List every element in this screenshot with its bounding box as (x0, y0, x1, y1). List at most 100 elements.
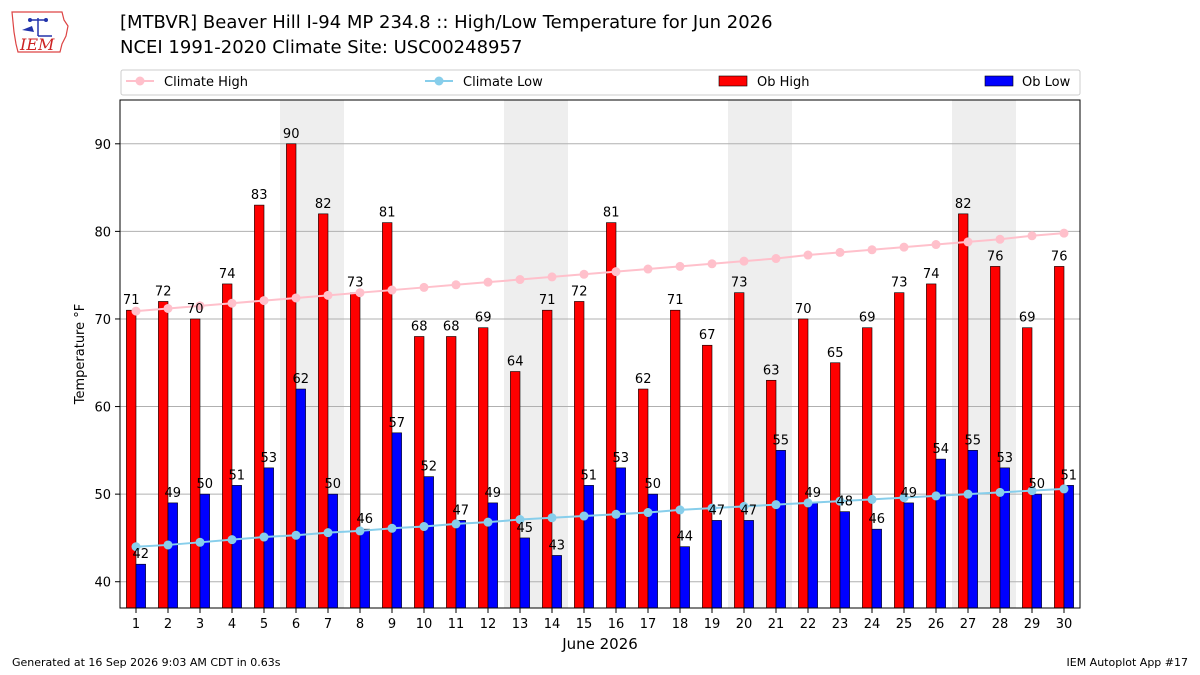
climate-high-point-27 (963, 237, 973, 247)
label-ob-low-25: 49 (901, 486, 918, 501)
climate-high-point-16 (611, 267, 621, 277)
climate-high-point-8 (355, 288, 365, 298)
label-ob-low-15: 51 (581, 468, 598, 483)
climate-high-point-4 (227, 298, 237, 308)
climate-high-point-14 (547, 272, 557, 282)
y-tick-label-50: 50 (94, 488, 111, 503)
label-ob-high-26: 74 (923, 267, 940, 282)
label-ob-low-23: 48 (837, 495, 854, 510)
x-tick-label-13: 13 (512, 617, 529, 632)
label-ob-high-9: 81 (379, 206, 396, 221)
label-ob-high-16: 81 (603, 206, 620, 221)
label-ob-low-6: 62 (293, 372, 310, 387)
label-ob-low-24: 46 (869, 512, 886, 527)
plot-frame (119, 99, 1081, 609)
legend-climate-low-marker (434, 76, 444, 86)
label-ob-high-4: 74 (219, 267, 236, 282)
y-tick-label-80: 80 (94, 225, 111, 240)
legend-climate-high: Climate High (164, 75, 248, 90)
climate-high-point-26 (931, 240, 941, 250)
climate-low-point-9 (387, 523, 397, 533)
bar-ob-high-14 (542, 309, 553, 609)
iem-logo: IEM (8, 6, 72, 58)
climate-low-line (135, 487, 1065, 548)
bar-ob-high-19 (702, 344, 713, 609)
climate-high-line (135, 232, 1065, 313)
bar-ob-high-8 (350, 292, 361, 609)
label-ob-low-20: 47 (741, 503, 758, 518)
label-ob-high-15: 72 (571, 284, 588, 299)
climate-low-point-1 (131, 542, 141, 552)
x-tick-label-2: 2 (164, 617, 172, 632)
bar-ob-high-21 (766, 379, 777, 609)
climate-low-point-13 (515, 515, 525, 525)
label-ob-high-1: 71 (123, 293, 140, 308)
legend-climate-low: Climate Low (463, 75, 543, 90)
label-ob-high-5: 83 (251, 188, 268, 203)
grid-lines (120, 143, 1080, 583)
bar-ob-low-8 (359, 528, 370, 609)
bar-ob-low-13 (519, 537, 530, 609)
climate-high-point-1 (131, 306, 141, 316)
climate-low-point-4 (227, 535, 237, 545)
label-ob-low-21: 55 (773, 433, 790, 448)
climate-low-point-11 (451, 519, 461, 529)
label-ob-low-3: 50 (197, 477, 214, 492)
label-ob-high-10: 68 (411, 319, 428, 334)
bars (126, 143, 1074, 609)
climate-low-point-26 (931, 491, 941, 501)
climate-high-point-9 (387, 285, 397, 295)
x-tick-label-23: 23 (832, 617, 849, 632)
label-ob-low-18: 44 (677, 530, 694, 545)
x-tick-label-16: 16 (608, 617, 625, 632)
label-ob-low-8: 46 (357, 512, 374, 527)
bar-ob-low-23 (839, 511, 850, 609)
x-axis-label: June 2026 (561, 635, 638, 653)
x-tick-label-5: 5 (260, 617, 268, 632)
climate-high-point-5 (259, 296, 269, 306)
climate-high-point-19 (707, 259, 717, 269)
bar-ob-high-2 (158, 301, 169, 609)
x-tick-label-17: 17 (640, 617, 657, 632)
label-ob-low-14: 43 (549, 538, 566, 553)
bar-ob-low-15 (583, 485, 594, 609)
label-ob-low-19: 47 (709, 503, 726, 518)
label-ob-high-17: 62 (635, 372, 652, 387)
x-tick-label-24: 24 (864, 617, 881, 632)
x-tick-label-25: 25 (896, 617, 913, 632)
climate-high-point-11 (451, 280, 461, 290)
x-tick-label-6: 6 (292, 617, 300, 632)
climate-low-point-6 (291, 530, 301, 540)
bar-ob-low-20 (743, 520, 754, 609)
climate-low-point-14 (547, 513, 557, 523)
climate-lines (131, 228, 1069, 552)
generated-note: Generated at 16 Sep 2026 9:03 AM CDT in … (12, 656, 281, 669)
climate-low-point-22 (803, 498, 813, 508)
label-ob-low-5: 53 (261, 451, 278, 466)
label-ob-high-8: 73 (347, 276, 364, 291)
x-tick-label-10: 10 (416, 617, 433, 632)
label-ob-low-4: 51 (229, 468, 246, 483)
bar-ob-high-23 (830, 362, 841, 609)
climate-high-point-28 (995, 234, 1005, 244)
label-ob-high-28: 76 (987, 249, 1004, 264)
y-tick-label-70: 70 (94, 313, 111, 328)
bar-ob-high-13 (510, 371, 521, 609)
bar-ob-high-11 (446, 336, 457, 609)
label-ob-low-29: 50 (1029, 477, 1046, 492)
x-tick-label-14: 14 (544, 617, 561, 632)
x-tick-label-1: 1 (132, 617, 140, 632)
x-tick-label-15: 15 (576, 617, 593, 632)
climate-low-point-29 (1027, 486, 1037, 496)
bar-ob-low-25 (903, 502, 914, 609)
y-tick-label-90: 90 (94, 138, 111, 153)
legend-climate-high-marker (135, 76, 145, 86)
climate-high-point-2 (163, 303, 173, 313)
logo-text: IEM (19, 35, 55, 54)
bar-ob-low-14 (551, 555, 562, 609)
bar-ob-low-18 (679, 546, 690, 609)
climate-low-point-2 (163, 540, 173, 550)
bar-ob-low-4 (231, 485, 242, 609)
legend-ob-high-swatch (718, 75, 748, 87)
